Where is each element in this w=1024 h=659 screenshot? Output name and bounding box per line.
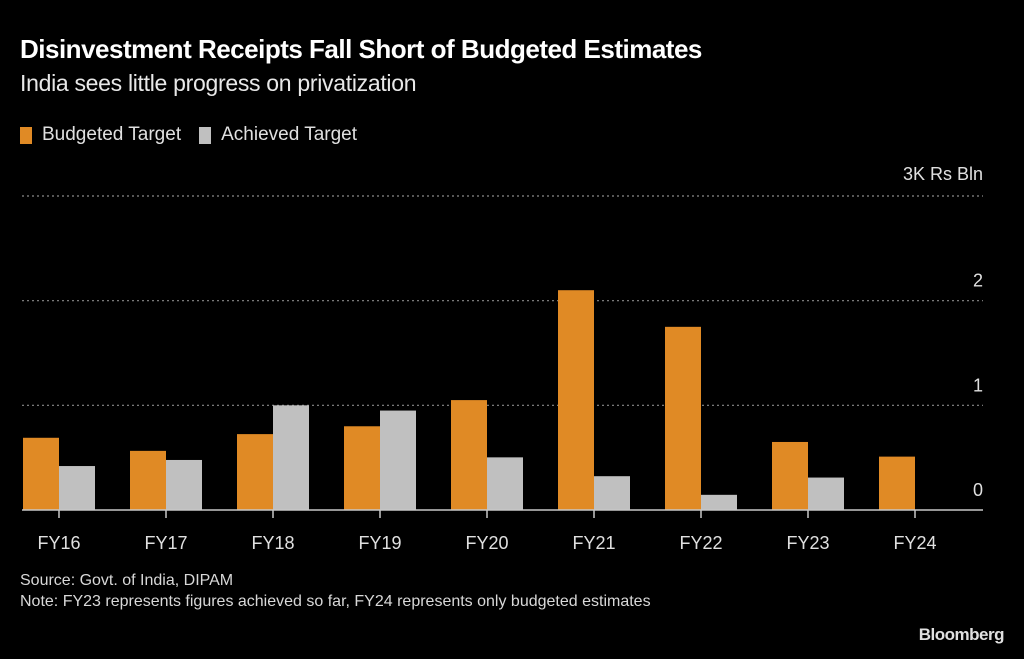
y-tick-label: 2 — [973, 271, 983, 291]
bar-achieved-fy23 — [808, 477, 844, 510]
x-tick-label: FY16 — [37, 533, 80, 553]
bar-budgeted-fy16 — [23, 437, 59, 510]
chart-title: Disinvestment Receipts Fall Short of Bud… — [20, 34, 702, 64]
legend-swatch-achieved — [199, 126, 212, 144]
bar-achieved-fy19 — [380, 410, 416, 510]
source-note: Source: Govt. of India, DIPAM — [20, 572, 234, 589]
bar-budgeted-fy17 — [130, 450, 166, 510]
x-tick-label: FY19 — [358, 533, 401, 553]
x-tick-label: FY17 — [144, 533, 187, 553]
footnote: Note: FY23 represents figures achieved s… — [20, 593, 651, 610]
chart-subtitle: India sees little progress on privatizat… — [20, 70, 417, 96]
x-tick-label: FY22 — [679, 533, 722, 553]
bar-budgeted-fy23 — [772, 441, 808, 510]
bloomberg-logo: Bloomberg — [918, 625, 1005, 644]
y-tick-label: 3K Rs Bln — [903, 164, 983, 184]
y-tick-label: 0 — [973, 480, 983, 500]
x-tick-label: FY18 — [251, 533, 294, 553]
legend-swatch-budgeted — [20, 126, 32, 144]
bar-budgeted-fy19 — [344, 426, 380, 510]
bar-achieved-fy21 — [594, 476, 630, 510]
x-tick-label: FY20 — [465, 533, 508, 553]
bar-budgeted-fy22 — [665, 326, 701, 510]
legend-label-budgeted: Budgeted Target — [42, 124, 182, 145]
bar-budgeted-fy20 — [451, 400, 487, 510]
bar-budgeted-fy24 — [879, 456, 915, 510]
legend: Budgeted Target Achieved Target — [20, 124, 375, 146]
bar-budgeted-fy21 — [558, 290, 594, 510]
bar-achieved-fy16 — [59, 466, 95, 510]
bar-budgeted-fy18 — [237, 434, 273, 510]
x-tick-label: FY21 — [572, 533, 615, 553]
bar-achieved-fy20 — [487, 457, 523, 510]
bar-achieved-fy17 — [166, 459, 202, 510]
bar-achieved-fy18 — [273, 405, 309, 510]
x-tick-label: FY24 — [893, 533, 936, 553]
y-tick-label: 1 — [973, 375, 983, 395]
footer: Source: Govt. of India, DIPAM Note: FY23… — [20, 570, 780, 612]
x-tick-label: FY23 — [786, 533, 829, 553]
legend-item-achieved: Achieved Target — [199, 124, 357, 146]
bar-achieved-fy22 — [701, 494, 737, 510]
legend-label-achieved: Achieved Target — [221, 124, 358, 145]
legend-item-budgeted: Budgeted Target — [20, 124, 181, 146]
